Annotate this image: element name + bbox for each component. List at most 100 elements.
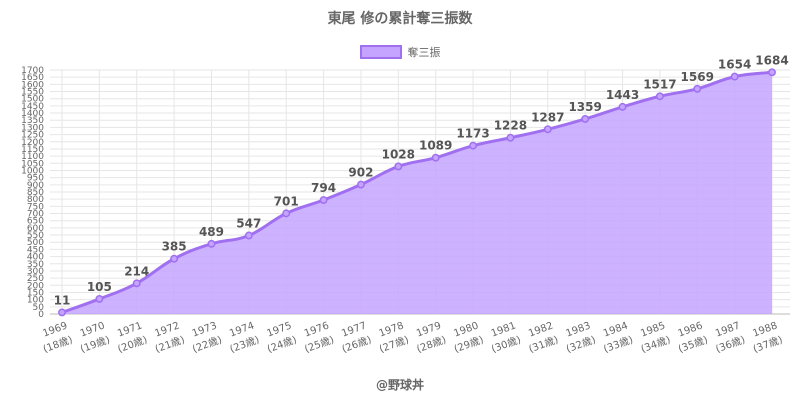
x-tick-label: 1970(19歳) bbox=[79, 320, 112, 355]
x-tick-label: 1969(18歳) bbox=[41, 320, 74, 355]
data-point bbox=[58, 308, 66, 317]
x-tick-label: 1988(37歳) bbox=[751, 320, 784, 355]
series-area-fill bbox=[62, 72, 772, 314]
x-tick-label: 1971(20歳) bbox=[116, 320, 149, 355]
y-tick-label: 1200 bbox=[21, 138, 44, 148]
data-label: 1654 bbox=[718, 58, 751, 72]
x-tick-label: 1980(29歳) bbox=[452, 320, 485, 355]
data-label: 701 bbox=[274, 194, 299, 208]
data-label: 547 bbox=[236, 216, 261, 230]
y-tick-label: 250 bbox=[27, 274, 44, 284]
data-label: 794 bbox=[311, 181, 336, 195]
x-tick-label: 1978(27歳) bbox=[378, 320, 411, 355]
y-tick-label: 1050 bbox=[21, 159, 44, 169]
data-point bbox=[730, 72, 739, 81]
x-tick-label: 1984(33歳) bbox=[602, 320, 635, 355]
x-tick-label: 1985(34歳) bbox=[639, 320, 672, 355]
data-label: 1028 bbox=[382, 147, 415, 161]
y-tick-label: 300 bbox=[27, 267, 44, 277]
data-point bbox=[244, 231, 253, 240]
data-point bbox=[693, 84, 702, 93]
y-tick-label: 1300 bbox=[21, 123, 44, 133]
data-point bbox=[581, 114, 590, 123]
y-tick-label: 1450 bbox=[21, 102, 44, 112]
y-tick-label: 1500 bbox=[21, 95, 44, 105]
y-tick-label: 50 bbox=[33, 303, 45, 313]
y-tick-label: 200 bbox=[27, 281, 44, 291]
y-tick-label: 1150 bbox=[21, 145, 44, 155]
y-tick-label: 150 bbox=[27, 288, 44, 298]
y-tick-label: 1100 bbox=[21, 152, 44, 162]
data-point bbox=[319, 196, 328, 204]
y-tick-label: 1550 bbox=[21, 88, 44, 98]
y-tick-label: 400 bbox=[27, 253, 44, 263]
y-tick-label: 100 bbox=[27, 296, 44, 306]
data-point bbox=[543, 125, 552, 134]
credit-label: @野球丼 bbox=[375, 378, 424, 392]
y-tick-label: 1600 bbox=[21, 80, 44, 90]
x-tick-label: 1975(24歳) bbox=[266, 320, 299, 355]
data-label: 1684 bbox=[755, 53, 788, 67]
data-label: 1359 bbox=[568, 100, 601, 114]
chart-title: 東尾 修の累計奪三振数 bbox=[327, 11, 473, 27]
y-tick-label: 1250 bbox=[21, 131, 44, 141]
y-tick-label: 0 bbox=[38, 310, 44, 320]
legend-swatch bbox=[359, 45, 402, 59]
x-tick-label: 1974(23歳) bbox=[228, 320, 261, 355]
data-point bbox=[655, 92, 664, 101]
data-label: 1287 bbox=[531, 110, 564, 124]
y-tick-label: 450 bbox=[27, 245, 44, 255]
y-tick-label: 950 bbox=[27, 174, 44, 184]
data-label: 385 bbox=[162, 240, 187, 254]
x-tick-label: 1982(31歳) bbox=[527, 320, 560, 355]
y-tick-label: 1350 bbox=[21, 116, 44, 126]
y-tick-label: 800 bbox=[27, 195, 44, 205]
x-tick-label: 1976(25歳) bbox=[303, 320, 336, 355]
legend-label: 奪三振 bbox=[407, 46, 441, 59]
x-tick-label: 1973(22歳) bbox=[191, 320, 224, 355]
data-label: 1173 bbox=[456, 127, 489, 141]
data-point bbox=[618, 102, 627, 111]
x-tick-label: 1972(21歳) bbox=[153, 320, 186, 355]
data-label: 1089 bbox=[419, 139, 452, 153]
y-tick-label: 650 bbox=[27, 217, 44, 227]
y-tick-label: 550 bbox=[27, 231, 44, 241]
data-point bbox=[282, 209, 291, 218]
x-tick-label: 1979(28歳) bbox=[415, 320, 448, 355]
data-point bbox=[431, 153, 440, 162]
y-tick-label: 1650 bbox=[21, 73, 44, 83]
y-tick-label: 850 bbox=[27, 188, 44, 198]
data-point bbox=[170, 254, 179, 263]
y-tick-label: 1400 bbox=[21, 109, 44, 119]
data-point bbox=[95, 294, 104, 303]
data-label: 1228 bbox=[494, 119, 527, 133]
data-point bbox=[469, 141, 478, 150]
x-tick-label: 1986(35歳) bbox=[677, 320, 710, 355]
x-tick-label: 1983(32歳) bbox=[565, 320, 598, 355]
x-tick-label: 1981(30歳) bbox=[490, 320, 523, 355]
legend[interactable]: 奪三振 bbox=[0, 44, 800, 60]
data-label: 489 bbox=[199, 225, 224, 239]
y-tick-label: 700 bbox=[27, 210, 44, 220]
data-point bbox=[506, 133, 515, 142]
data-point bbox=[356, 180, 365, 189]
data-label: 214 bbox=[124, 264, 149, 278]
y-tick-label: 350 bbox=[27, 260, 44, 270]
data-label: 1517 bbox=[643, 77, 676, 91]
y-tick-label: 1700 bbox=[21, 66, 44, 76]
data-point bbox=[768, 68, 776, 77]
y-tick-label: 750 bbox=[27, 202, 44, 212]
data-label: 1569 bbox=[681, 70, 714, 84]
x-tick-label: 1977(26歳) bbox=[340, 320, 373, 355]
x-tick-label: 1987(36歳) bbox=[714, 320, 747, 355]
y-tick-label: 500 bbox=[27, 238, 44, 248]
data-point bbox=[132, 279, 141, 288]
data-label: 105 bbox=[87, 280, 112, 294]
y-tick-label: 1000 bbox=[21, 166, 44, 176]
data-label: 11 bbox=[54, 293, 71, 307]
data-label: 902 bbox=[348, 166, 373, 180]
y-tick-label: 900 bbox=[27, 181, 44, 191]
data-point bbox=[394, 162, 403, 171]
